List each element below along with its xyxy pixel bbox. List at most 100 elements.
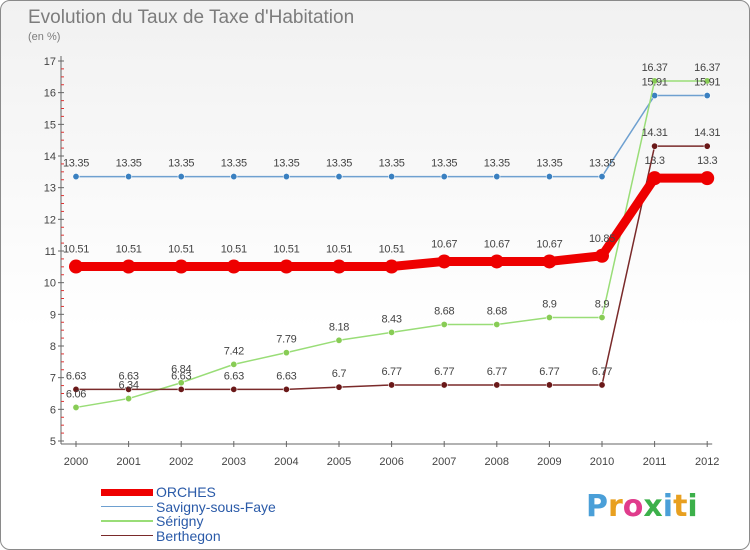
data-point — [121, 259, 136, 274]
data-point — [230, 385, 238, 393]
x-tick-label: 2010 — [590, 456, 614, 468]
y-tick-label: 14 — [44, 151, 56, 163]
legend-swatch — [101, 520, 153, 522]
y-tick-label: 13 — [44, 183, 56, 195]
y-tick-label: 9 — [50, 309, 56, 321]
data-label: 13.35 — [63, 158, 89, 170]
x-tick-label: 2002 — [169, 456, 193, 468]
data-label: 10.51 — [326, 244, 352, 256]
x-tick-label: 2004 — [274, 456, 298, 468]
data-point — [489, 254, 504, 269]
data-label: 10.51 — [379, 244, 405, 256]
data-label: 8.9 — [542, 299, 557, 311]
data-label: 6.06 — [66, 388, 86, 400]
data-point — [174, 259, 189, 274]
data-label: 10.51 — [116, 244, 142, 256]
data-label: 14.31 — [642, 127, 668, 139]
data-label: 6.84 — [171, 364, 191, 376]
data-label: 13.35 — [536, 158, 562, 170]
data-point — [440, 173, 448, 181]
data-label: 10.51 — [168, 244, 194, 256]
data-label: 6.63 — [171, 370, 191, 382]
data-label: 13.35 — [116, 158, 142, 170]
x-tick-label: 2000 — [64, 456, 88, 468]
data-label: 10.51 — [63, 244, 89, 256]
y-tick-label: 15 — [44, 119, 56, 131]
data-point — [703, 77, 711, 85]
data-label: 15.91 — [642, 77, 668, 89]
x-tick-label: 2008 — [485, 456, 509, 468]
data-label: 13.3 — [644, 155, 664, 167]
x-tick-label: 2009 — [537, 456, 561, 468]
data-point — [595, 248, 609, 263]
y-unit-label: (en %) — [28, 31, 61, 43]
y-tick-label: 11 — [45, 246, 56, 258]
x-tick-label: 2012 — [695, 456, 719, 468]
data-label: 13.35 — [379, 158, 405, 170]
data-label: 10.67 — [484, 238, 510, 250]
legend-label: Sérigny — [156, 513, 204, 529]
y-tick-label: 8 — [50, 341, 56, 353]
x-tick-label: 2006 — [379, 456, 403, 468]
data-point — [703, 142, 711, 150]
x-tick-label: 2005 — [327, 456, 351, 468]
data-point — [230, 360, 238, 368]
x-tick-label: 2003 — [222, 456, 246, 468]
data-label: 13.35 — [326, 158, 352, 170]
data-point — [335, 383, 343, 391]
data-point — [332, 259, 346, 274]
data-point — [335, 336, 343, 344]
logo-letter: i — [687, 489, 698, 524]
data-point — [125, 385, 133, 393]
data-point — [384, 259, 399, 274]
data-label: 14.31 — [694, 127, 720, 139]
data-label: 8.43 — [381, 313, 401, 325]
data-point — [72, 403, 80, 411]
data-label: 6.63 — [276, 370, 296, 382]
data-label: 6.63 — [224, 370, 244, 382]
data-label: 6.77 — [381, 366, 401, 378]
logo-letter: P — [586, 489, 608, 524]
logo-letter: r — [608, 489, 623, 524]
y-tick-label: 12 — [44, 214, 56, 226]
data-point — [177, 385, 185, 393]
data-label: 8.9 — [595, 299, 610, 311]
data-point — [440, 320, 448, 328]
data-label: 8.18 — [329, 321, 349, 333]
data-point — [282, 173, 290, 181]
data-point — [651, 142, 659, 150]
data-label: 6.63 — [66, 370, 86, 382]
data-point — [703, 92, 711, 100]
data-point — [700, 171, 715, 186]
data-label: 13.35 — [431, 158, 457, 170]
data-label: 13.35 — [273, 158, 299, 170]
data-label: 10.51 — [273, 244, 299, 256]
data-point — [493, 381, 501, 389]
data-label: 8.68 — [487, 305, 507, 317]
chart-title: Evolution du Taux de Taxe d'Habitation — [28, 7, 355, 28]
legend-swatch — [101, 488, 153, 496]
data-label: 10.51 — [221, 244, 247, 256]
data-point — [493, 320, 501, 328]
data-point — [226, 259, 241, 274]
data-point — [598, 173, 606, 181]
data-label: 16.37 — [694, 62, 720, 74]
data-point — [437, 254, 452, 269]
logo-letter: i — [662, 489, 674, 524]
data-point — [282, 349, 290, 357]
data-point — [72, 385, 80, 393]
data-label: 6.77 — [487, 366, 507, 378]
data-label: 13.35 — [168, 158, 194, 170]
data-point — [335, 173, 343, 181]
data-point — [493, 173, 501, 181]
legend-label: Savigny-sous-Faye — [156, 498, 276, 515]
data-point — [542, 254, 557, 269]
data-label: 13.35 — [484, 158, 510, 170]
data-point — [388, 381, 396, 389]
data-point — [230, 173, 238, 181]
legend-label: Berthegon — [156, 527, 221, 544]
data-point — [125, 173, 133, 181]
logo-letter: x — [643, 489, 663, 524]
legend-label: ORCHES — [156, 484, 216, 500]
